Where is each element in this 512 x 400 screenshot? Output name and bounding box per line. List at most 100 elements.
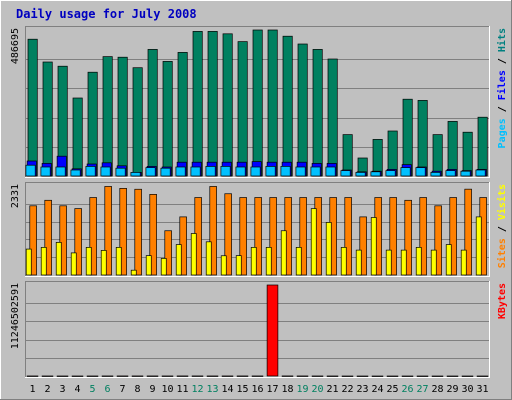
kbytes-day-7 (116, 375, 129, 377)
visits-sites-day-24 (370, 197, 382, 276)
x-tick-label-4: 4 (74, 384, 80, 395)
x-tick-label-10: 10 (161, 384, 173, 395)
visits-sites-day-2 (40, 199, 52, 276)
bar-visits-14 (224, 193, 232, 276)
hits-files-pages-day-10 (160, 61, 173, 177)
hits-files-pages-day-8 (130, 67, 143, 177)
bar-hits-14 (222, 33, 233, 177)
x-tick-label-25: 25 (386, 384, 398, 395)
visits-sites-day-6 (100, 186, 112, 276)
bar-visits-4 (74, 208, 82, 276)
hits-files-pages-day-16 (250, 29, 263, 177)
x-tick-label-26: 26 (401, 384, 413, 395)
bar-hits-28 (432, 134, 443, 177)
visits-sites-day-21 (325, 197, 337, 276)
bar-pages-15 (235, 166, 246, 177)
hits-files-pages-day-24 (370, 139, 383, 177)
bar-hits-1 (27, 38, 38, 177)
kbytes-side-legend: KBytes (497, 283, 508, 319)
bar-hits-9 (147, 49, 158, 177)
visits-sites-day-18 (280, 197, 292, 276)
bar-sites-8 (130, 269, 137, 276)
hits-files-pages-day-19 (295, 43, 308, 177)
visits-sites-day-22 (340, 197, 352, 276)
bar-pages-24 (370, 171, 381, 177)
bar-sites-28 (430, 249, 437, 276)
hits-files-pages-day-26 (400, 98, 413, 177)
x-tick-label-14: 14 (221, 384, 233, 395)
kbytes-day-13 (206, 375, 219, 377)
bar-visits-8 (134, 188, 142, 276)
bar-pages-25 (385, 170, 396, 177)
hits-files-pages-day-28 (430, 134, 443, 177)
kbytes-day-8 (131, 375, 144, 377)
bar-kbytes-23 (356, 375, 369, 377)
visits-sites-ymax-label: 2331 (10, 184, 21, 208)
bar-sites-29 (445, 244, 452, 276)
bar-sites-30 (460, 249, 467, 276)
kbytes-day-30 (461, 375, 474, 377)
hits-files-pages-day-2 (40, 61, 53, 177)
bar-sites-23 (355, 249, 362, 276)
bar-sites-22 (340, 247, 347, 276)
kbytes-day-10 (161, 375, 174, 377)
hits-files-pages-day-6 (100, 56, 113, 177)
bar-pages-8 (130, 172, 141, 177)
kbytes-day-9 (146, 375, 159, 377)
bar-visits-15 (239, 197, 247, 276)
kbytes-day-22 (341, 375, 354, 377)
bar-kbytes-25 (386, 375, 399, 377)
bar-hits-4 (72, 97, 83, 177)
hits-files-pages-day-14 (220, 33, 233, 177)
visits-sites-day-28 (430, 205, 442, 276)
kbytes-day-27 (416, 375, 429, 377)
bar-pages-28 (430, 172, 441, 177)
bar-pages-29 (445, 170, 456, 177)
kbytes-day-28 (431, 375, 444, 377)
bar-pages-13 (205, 166, 216, 177)
bar-pages-26 (400, 167, 411, 177)
bar-sites-11 (175, 244, 182, 276)
bar-kbytes-29 (446, 375, 459, 377)
hits-files-pages-day-5 (85, 71, 98, 177)
bar-pages-3 (55, 166, 66, 177)
bar-visits-10 (164, 230, 172, 276)
visits-sites-day-4 (70, 208, 82, 276)
bar-hits-7 (117, 56, 128, 177)
x-tick-label-30: 30 (461, 384, 473, 395)
bar-visits-29 (449, 197, 457, 276)
kbytes-day-20 (311, 375, 324, 377)
visits-sites-day-8 (130, 188, 142, 276)
visits-sites-day-10 (160, 230, 172, 276)
chart-title: Daily usage for July 2008 (16, 7, 197, 21)
visits-sites-day-9 (145, 194, 157, 276)
bar-pages-10 (160, 167, 171, 177)
bar-hits-16 (252, 29, 263, 177)
bar-hits-2 (42, 61, 53, 177)
kbytes-day-2 (41, 375, 54, 377)
bar-pages-27 (415, 167, 426, 177)
hits-files-pages-day-1 (25, 38, 38, 177)
hits-files-pages-day-12 (190, 31, 203, 177)
bar-sites-2 (40, 247, 47, 276)
bar-visits-6 (104, 186, 112, 276)
visits-sites-panel: 2331 Sites / Visits (10, 182, 508, 277)
kbytes-day-4 (71, 375, 84, 377)
hits-files-pages-legend-part: Pages (497, 118, 508, 148)
bar-hits-30 (462, 131, 473, 177)
bar-sites-9 (145, 255, 152, 276)
visits-sites-day-30 (460, 188, 472, 276)
bar-kbytes-4 (71, 375, 84, 377)
bar-kbytes-26 (401, 375, 414, 377)
bar-pages-16 (250, 166, 261, 177)
bar-kbytes-11 (176, 375, 189, 377)
bar-pages-23 (355, 172, 366, 177)
x-tick-label-9: 9 (149, 384, 155, 395)
x-tick-label-21: 21 (326, 384, 338, 395)
bar-kbytes-19 (296, 375, 309, 377)
bar-hits-27 (417, 100, 428, 177)
hits-files-pages-day-25 (385, 130, 398, 177)
kbytes-day-21 (326, 375, 339, 377)
visits-sites-day-3 (55, 205, 67, 276)
kbytes-day-11 (176, 375, 189, 377)
